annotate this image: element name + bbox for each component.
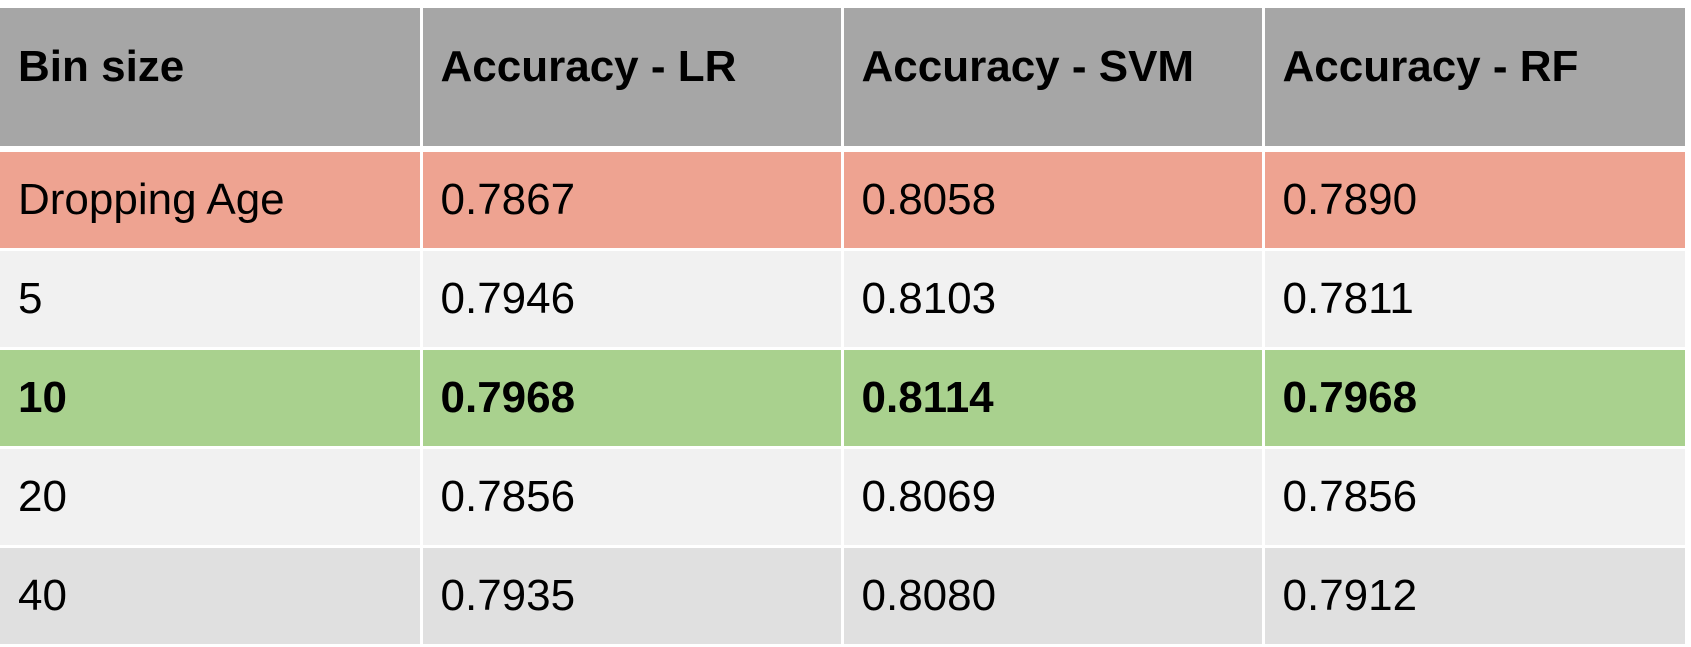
cell-bin-size: 10 xyxy=(0,348,423,449)
cell-accuracy-rf: 0.7811 xyxy=(1261,249,1688,350)
table-row-dropping-age: Dropping Age 0.7867 0.8058 0.7890 xyxy=(0,149,1688,251)
results-table: Bin size Accuracy - LR Accuracy - SVM Ac… xyxy=(0,8,1688,647)
cell-accuracy-svm: 0.8080 xyxy=(840,546,1265,647)
cell-accuracy-lr: 0.7867 xyxy=(419,149,844,251)
header-accuracy-svm: Accuracy - SVM xyxy=(840,8,1265,152)
cell-accuracy-rf: 0.7890 xyxy=(1261,149,1688,251)
cell-accuracy-svm: 0.8103 xyxy=(840,249,1265,350)
cell-bin-size: 5 xyxy=(0,249,423,350)
header-accuracy-lr: Accuracy - LR xyxy=(419,8,844,152)
cell-accuracy-lr: 0.7946 xyxy=(419,249,844,350)
table-row-bin-10: 10 0.7968 0.8114 0.7968 xyxy=(0,348,1688,449)
cell-accuracy-rf: 0.7912 xyxy=(1261,546,1688,647)
table-header: Bin size Accuracy - LR Accuracy - SVM Ac… xyxy=(0,8,1688,152)
cell-accuracy-svm: 0.8114 xyxy=(840,348,1265,449)
table-row-bin-5: 5 0.7946 0.8103 0.7811 xyxy=(0,249,1688,350)
cell-accuracy-lr: 0.7856 xyxy=(419,447,844,548)
cell-accuracy-lr: 0.7935 xyxy=(419,546,844,647)
header-bin-size: Bin size xyxy=(0,8,423,152)
cell-bin-size: Dropping Age xyxy=(0,149,423,251)
header-accuracy-rf: Accuracy - RF xyxy=(1261,8,1688,152)
cell-accuracy-svm: 0.8058 xyxy=(840,149,1265,251)
results-table-container: Bin size Accuracy - LR Accuracy - SVM Ac… xyxy=(0,8,1688,647)
table-body: Dropping Age 0.7867 0.8058 0.7890 5 0.79… xyxy=(0,149,1688,647)
cell-accuracy-svm: 0.8069 xyxy=(840,447,1265,548)
cell-accuracy-rf: 0.7968 xyxy=(1261,348,1688,449)
cell-bin-size: 20 xyxy=(0,447,423,548)
header-row: Bin size Accuracy - LR Accuracy - SVM Ac… xyxy=(0,8,1688,152)
cell-bin-size: 40 xyxy=(0,546,423,647)
cell-accuracy-lr: 0.7968 xyxy=(419,348,844,449)
table-row-bin-20: 20 0.7856 0.8069 0.7856 xyxy=(0,447,1688,548)
cell-accuracy-rf: 0.7856 xyxy=(1261,447,1688,548)
table-row-bin-40: 40 0.7935 0.8080 0.7912 xyxy=(0,546,1688,647)
